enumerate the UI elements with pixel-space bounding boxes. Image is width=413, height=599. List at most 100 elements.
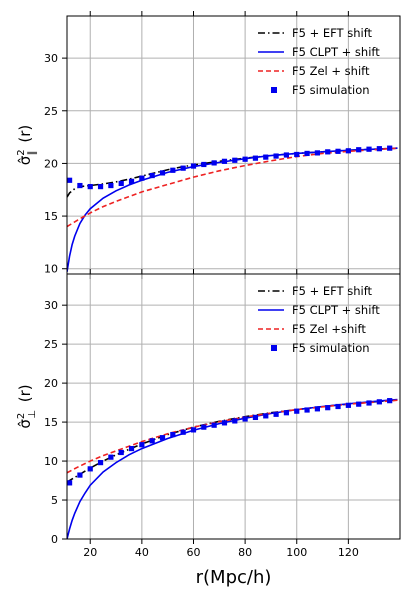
data-point (139, 442, 145, 448)
data-point (252, 414, 259, 421)
y-tick-label: 15 (44, 416, 58, 429)
data-point (201, 424, 207, 430)
data-point (170, 431, 176, 438)
data-point (108, 182, 114, 189)
data-point (314, 406, 320, 412)
data-point (180, 165, 186, 171)
data-point (242, 156, 248, 162)
data-point (387, 398, 393, 404)
legend-label: F5 simulation (292, 83, 370, 97)
data-point (190, 163, 197, 169)
y-tick-label: 20 (44, 157, 58, 170)
data-point (387, 145, 393, 151)
y-tick-label: 25 (44, 105, 58, 118)
data-point (294, 408, 300, 414)
data-point (366, 146, 372, 152)
x-axis-label: r(Mpc/h) (196, 567, 272, 588)
x-tick-label: 40 (135, 546, 149, 559)
data-point (221, 420, 228, 426)
data-point (283, 152, 290, 158)
data-point (77, 182, 83, 189)
data-point (128, 445, 135, 452)
data-point (211, 160, 217, 166)
data-point (77, 472, 83, 478)
data-point (190, 427, 197, 433)
data-point (325, 405, 331, 411)
data-point (304, 407, 310, 413)
y-tick-label: 10 (44, 263, 58, 276)
legend: F5 + EFT shift F5 CLPT + shift F5 Zel +shi… (258, 284, 380, 355)
y-tick-label: 15 (44, 210, 58, 223)
data-point (118, 180, 124, 187)
data-point (304, 150, 310, 157)
legend-label: F5 CLPT + shift (292, 45, 380, 59)
data-point (283, 410, 290, 416)
data-point (263, 154, 269, 160)
data-point (345, 148, 351, 154)
data-point (221, 158, 228, 164)
data-point (356, 147, 362, 153)
data-point (149, 438, 155, 444)
legend-label: F5 CLPT + shift (292, 303, 380, 317)
x-tick-label: 60 (186, 546, 200, 559)
data-point (273, 411, 279, 417)
data-point (356, 401, 362, 407)
panel-2: 20 40 60 80 100 120 0 5 10 15 20 25 30 F5 + EFT shift… (16, 269, 401, 588)
data-point (232, 418, 238, 424)
data-point (159, 435, 166, 441)
x-tick-label: 80 (238, 546, 252, 559)
legend-label: F5 + EFT shift (292, 26, 373, 40)
data-point (376, 399, 382, 405)
data-point (67, 480, 73, 486)
data-point (118, 449, 124, 456)
legend-label: F5 simulation (292, 341, 370, 355)
data-point (232, 157, 238, 163)
data-point (128, 178, 135, 184)
y-axis-label: σ̂2⊥ (r) (16, 384, 38, 428)
y-tick-label: 30 (44, 299, 58, 312)
data-point (345, 402, 351, 408)
legend: F5 + EFT shift F5 CLPT + shift F5 Zel + sh… (258, 26, 380, 97)
y-tick-label: 20 (44, 377, 58, 390)
x-tick-label: 100 (286, 546, 307, 559)
data-point (314, 150, 320, 156)
data-point (67, 177, 73, 183)
data-point (335, 403, 341, 410)
data-point (294, 151, 300, 158)
y-tick-label: 5 (51, 494, 58, 507)
data-point (263, 413, 269, 419)
series-line (67, 399, 398, 474)
plot-area (67, 398, 398, 539)
series-line (67, 147, 398, 273)
series-line (67, 399, 398, 483)
x-tick-label: 20 (83, 546, 97, 559)
plot-frame (66, 273, 401, 540)
y-axis-label: σ̂2∥ (r) (16, 125, 38, 166)
y-tick-label: 0 (51, 533, 58, 546)
legend-label: F5 + EFT shift (292, 284, 373, 298)
data-point (273, 153, 279, 159)
data-point (211, 422, 217, 428)
data-point (252, 155, 259, 161)
y-tick-label: 30 (44, 52, 58, 65)
data-point (180, 429, 186, 435)
x-tick-label: 120 (338, 546, 359, 559)
data-point (376, 146, 382, 152)
legend-marker (271, 87, 277, 93)
data-point (87, 183, 93, 190)
data-point (149, 172, 155, 179)
data-point (97, 183, 104, 190)
legend-label: F5 Zel + shift (292, 64, 370, 78)
data-point (87, 466, 93, 472)
data-point (325, 149, 331, 155)
plot-area (67, 145, 398, 273)
data-point (335, 148, 341, 154)
data-point (108, 454, 114, 460)
y-tick-label: 10 (44, 455, 58, 468)
data-point (139, 175, 145, 181)
data-point (366, 400, 372, 406)
data-point (201, 161, 207, 168)
data-point (170, 167, 176, 173)
